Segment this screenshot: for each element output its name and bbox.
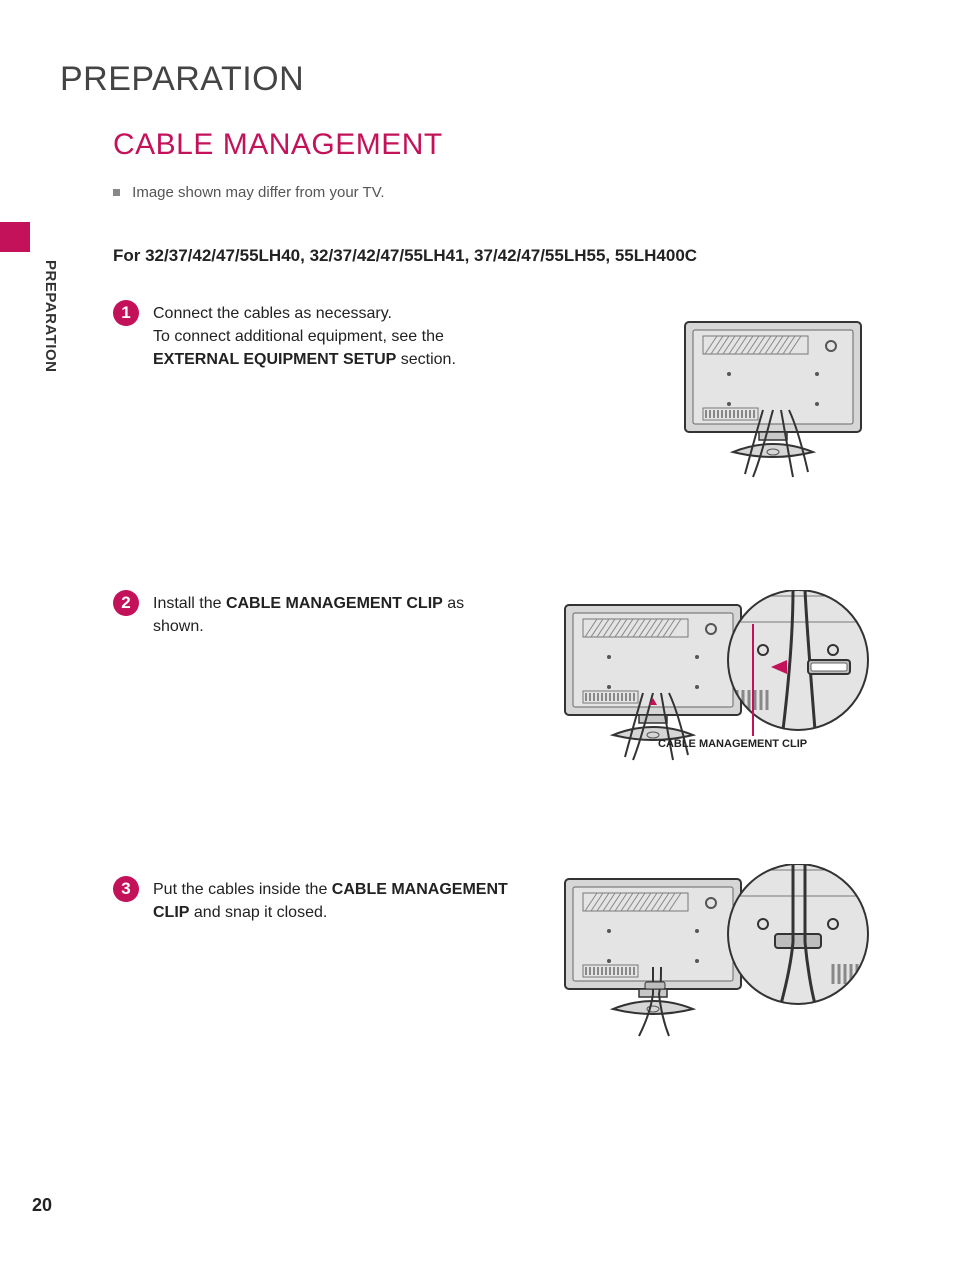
clip-callout-line [752, 624, 754, 736]
step-1-text: Connect the cables as necessary.To conne… [153, 302, 513, 372]
note-line: Image shown may differ from your TV. [113, 184, 385, 201]
model-line: For 32/37/42/47/55LH40, 32/37/42/47/55LH… [113, 246, 697, 266]
step-badge-1: 1 [113, 300, 139, 326]
step-3-text: Put the cables inside the CABLE MANAGEME… [153, 878, 513, 924]
note-text: Image shown may differ from your TV. [132, 184, 384, 201]
bullet-icon [113, 189, 120, 196]
side-section-label: PREPARATION [42, 260, 59, 372]
page-title: PREPARATION [60, 60, 304, 99]
step-3-illustration [553, 864, 873, 1054]
step-2-text: Install the CABLE MANAGEMENT CLIP as sho… [153, 592, 513, 638]
step-badge-2: 2 [113, 590, 139, 616]
step-1-illustration [673, 312, 873, 482]
section-title: CABLE MANAGEMENT [113, 128, 443, 162]
side-accent-tab [0, 222, 30, 252]
step-badge-3: 3 [113, 876, 139, 902]
page-number: 20 [32, 1195, 52, 1216]
step-2-illustration [553, 590, 873, 780]
clip-callout-label: CABLE MANAGEMENT CLIP [658, 738, 807, 750]
